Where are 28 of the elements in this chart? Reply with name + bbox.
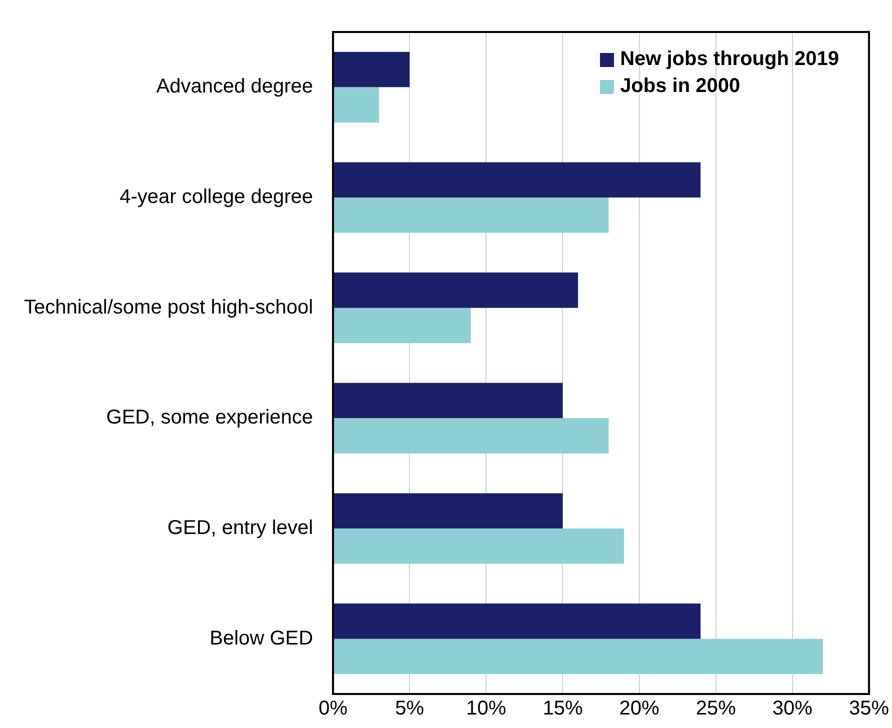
x-tick-label: 5% — [395, 698, 424, 720]
x-tick-label: 25% — [696, 698, 736, 720]
x-tick-label: 15% — [542, 698, 583, 720]
y-tick-label: 4-year college degree — [120, 186, 314, 208]
bar — [334, 87, 379, 122]
bar — [334, 382, 563, 418]
y-tick-label: GED, entry level — [167, 517, 314, 540]
x-tick-label: 35% — [848, 698, 890, 720]
y-tick-label: GED, some experience — [106, 406, 314, 429]
bar — [334, 493, 563, 528]
bar — [334, 604, 701, 639]
x-tick-label: 10% — [466, 698, 506, 720]
x-tick-label: 0% — [318, 698, 348, 720]
bar — [334, 638, 824, 674]
bar — [334, 162, 701, 198]
y-tick-label: Advanced degree — [156, 76, 314, 98]
y-tick-label: Below GED — [210, 627, 314, 650]
bar — [334, 52, 410, 88]
bar — [334, 308, 471, 344]
bar — [334, 198, 609, 233]
legend-label: New jobs through 2019 — [619, 48, 839, 71]
x-tick-label: 30% — [772, 698, 813, 720]
x-tick-label: 20% — [619, 698, 660, 720]
bar — [334, 272, 578, 308]
bar — [334, 528, 624, 564]
legend-label: Jobs in 2000 — [619, 75, 742, 98]
bar — [334, 418, 609, 454]
y-tick-label: Technical/some post high-school — [24, 296, 314, 318]
